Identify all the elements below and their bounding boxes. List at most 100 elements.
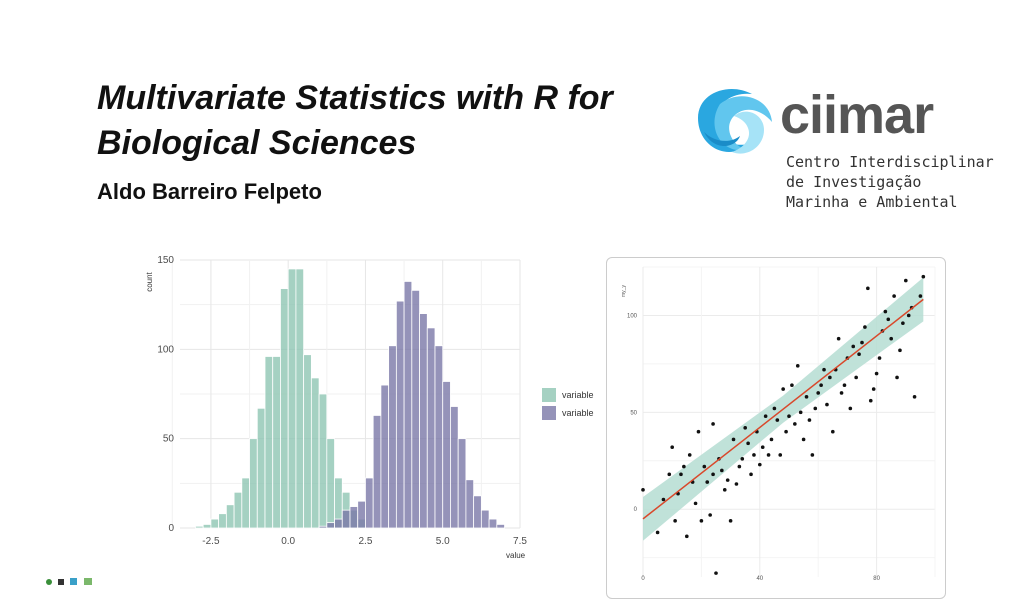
histogram-bar-series-2 <box>403 281 413 529</box>
scatter-point <box>857 352 861 356</box>
scatter-point <box>696 429 701 434</box>
logo-subtitle: Centro Interdisciplinar de Investigação … <box>786 152 994 212</box>
histogram-bar-series-2 <box>334 518 343 529</box>
scatter-point <box>746 441 750 446</box>
scatter-point <box>842 383 847 387</box>
scatter-point <box>810 453 815 457</box>
footer-icon-4 <box>84 578 92 585</box>
scatter-point <box>731 437 736 442</box>
scatter-y-axis-label: my_y <box>621 285 627 297</box>
histogram-bar-series-2 <box>473 495 482 529</box>
scatter-y-tick-label: 50 <box>630 410 637 416</box>
scatter-point <box>722 488 727 492</box>
scatter-point <box>892 294 896 298</box>
scatter-point <box>734 482 739 486</box>
scatter-x-tick-label: 0 <box>641 576 645 582</box>
histogram-x-tick-label: 7.5 <box>513 536 527 547</box>
histogram-bar-series-1 <box>318 393 328 529</box>
histogram-bar-series-2 <box>357 500 366 529</box>
histogram-bar-series-1 <box>195 525 204 529</box>
scatter-point <box>699 519 704 523</box>
scatter-point <box>819 383 823 387</box>
scatter-point <box>848 406 853 411</box>
slide-title: Multivariate Statistics with R for Biolo… <box>97 76 697 166</box>
scatter-point <box>705 480 710 484</box>
histogram-bar-series-1 <box>295 268 305 529</box>
scatter-point <box>679 472 683 477</box>
footer-icon-3 <box>70 578 77 585</box>
scatter-y-tick-label: 0 <box>634 507 638 513</box>
histogram-legend-key <box>542 406 556 420</box>
ciimar-logo: ciimar Centro Interdisciplinar de Invest… <box>690 78 994 213</box>
scatter-point <box>743 426 747 430</box>
scatter-point <box>906 313 911 318</box>
scatter-point <box>760 445 765 449</box>
scatter-point <box>693 501 698 506</box>
scatter-point <box>778 453 783 457</box>
histogram-y-tick-label: 50 <box>163 434 175 445</box>
scatter-point <box>655 530 660 535</box>
scatter-point <box>871 387 876 391</box>
histogram-bar-series-2 <box>372 415 382 529</box>
scatter-point <box>901 321 905 325</box>
scatter-point <box>801 437 806 442</box>
histogram-legend-label: variable <box>562 408 594 418</box>
scatter-point <box>781 387 785 391</box>
author-name: Aldo Barreiro Felpeto <box>97 179 322 204</box>
histogram-bar-series-2 <box>365 477 374 529</box>
scatter-point <box>740 457 745 461</box>
histogram-chart: 0 50 100 150 -2.5 0.0 2.5 5.0 7.5 value count varia… <box>145 255 594 560</box>
scatter-point <box>711 422 715 426</box>
scatter-point <box>798 410 803 415</box>
scatter-point <box>687 453 692 457</box>
scatter-point <box>790 383 794 387</box>
footer-icons <box>46 578 92 585</box>
histogram-bar-series-2 <box>341 509 351 529</box>
histogram-y-axis-label: count <box>145 271 154 291</box>
histogram-bar-series-2 <box>488 518 498 529</box>
histogram-bar-series-1 <box>249 438 258 529</box>
histogram-bar-series-1 <box>272 356 281 529</box>
title-line-2: Biological Sciences <box>97 124 417 162</box>
histogram-legend-key <box>542 388 556 402</box>
scatter-point <box>868 398 873 403</box>
scatter-point <box>860 340 864 345</box>
histogram-bar-series-2 <box>411 289 420 529</box>
scatter-point <box>673 519 677 523</box>
histogram-x-tick-label: 5.0 <box>436 536 450 547</box>
scatter-point <box>737 464 742 469</box>
scatter-point <box>889 336 893 341</box>
histogram-bar-series-1 <box>310 377 320 529</box>
histogram-x-tick-label: 0.0 <box>281 536 295 547</box>
histogram-bar-series-2 <box>465 479 475 529</box>
scatter-point <box>886 317 891 322</box>
histogram-bar-series-1 <box>287 268 297 529</box>
scatter-point <box>787 414 791 418</box>
title-line-1: Multivariate Statistics with R for <box>97 79 613 117</box>
logo-wordmark: ciimar <box>780 85 934 145</box>
histogram-bar-series-2 <box>419 313 428 529</box>
histogram-bar-series-2 <box>496 524 505 529</box>
scatter-point <box>702 464 707 469</box>
scatter-point <box>711 472 715 477</box>
footer-icon-1 <box>46 579 52 585</box>
scatter-point <box>825 402 829 407</box>
scatter-point <box>828 375 832 380</box>
scatter-x-tick-label: 80 <box>873 576 880 582</box>
scatter-point <box>720 468 724 473</box>
histogram-bar-series-2 <box>434 345 444 529</box>
histogram-legend-label: variable <box>562 390 594 400</box>
scatter-point <box>752 453 756 457</box>
scatter-y-tick-label: 100 <box>627 313 638 319</box>
scatter-point <box>851 344 856 349</box>
scatter-point <box>854 375 858 380</box>
histogram-bar-series-2 <box>388 345 397 529</box>
logo-subtitle-line-1: Centro Interdisciplinar <box>786 153 994 171</box>
histogram-y-tick-label: 150 <box>157 255 174 266</box>
histogram-bar-series-2 <box>450 406 459 529</box>
logo-subtitle-line-3: Marinha e Ambiental <box>786 193 958 211</box>
scatter-plot-chart: 0 50 100 0 40 80 my_y <box>621 266 936 582</box>
scatter-regression-line <box>642 298 924 520</box>
histogram-x-tick-label: -2.5 <box>202 536 220 547</box>
ciimar-logo-mark <box>698 88 772 154</box>
